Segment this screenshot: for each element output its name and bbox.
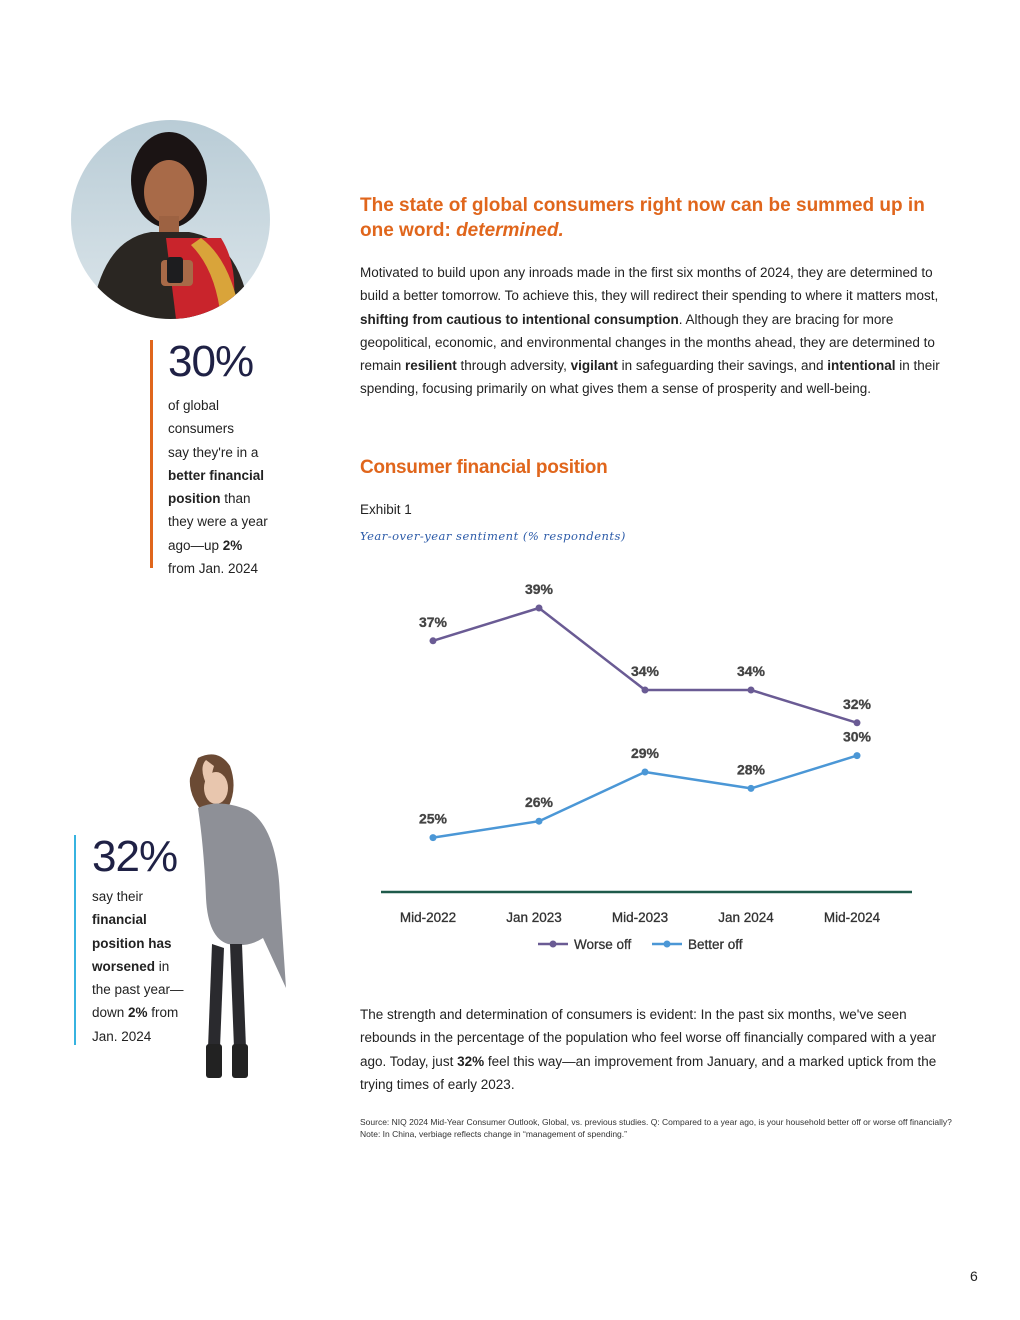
page-number: 6 xyxy=(970,1268,978,1284)
source-note: Source: NIQ 2024 Mid-Year Consumer Outlo… xyxy=(360,1117,952,1139)
data-label-0-4: 32% xyxy=(843,696,872,712)
stat-worse-off-description: say their financial position has worsene… xyxy=(92,889,184,1044)
headline-emphasis: determined. xyxy=(456,220,564,241)
section-title: Consumer financial position xyxy=(360,457,608,478)
legend-label-1: Better off xyxy=(688,937,743,952)
x-tick-label-1: Jan 2023 xyxy=(506,910,562,925)
stat-worse-off-value: 32% xyxy=(92,832,178,881)
data-point-0-0 xyxy=(429,637,437,645)
intro-paragraph: Motivated to build upon any inroads made… xyxy=(360,265,940,397)
exhibit-label: Exhibit 1 xyxy=(360,502,412,517)
data-point-1-3 xyxy=(747,784,755,792)
data-point-1-1 xyxy=(535,817,543,825)
legend-label-0: Worse off xyxy=(574,937,632,952)
headline: The state of global consumers right now … xyxy=(360,195,925,241)
exhibit-subtitle: Year-over-year sentiment (% respondents) xyxy=(360,529,626,543)
data-label-0-1: 39% xyxy=(525,581,554,597)
financial-position-chart: 37% 39% 34% 34% 32% 25% 26% 29% 28% 30% Mid-2022 Ja… xyxy=(370,570,930,970)
x-tick-label-4: Mid-2024 xyxy=(824,910,881,925)
data-point-0-3 xyxy=(747,686,755,694)
data-label-0-2: 34% xyxy=(631,663,660,679)
data-label-1-2: 29% xyxy=(631,745,660,761)
data-point-0-1 xyxy=(535,604,543,612)
stat-worse-off: 32% say their financial position has wor… xyxy=(74,835,206,1045)
x-tick-label-0: Mid-2022 xyxy=(400,910,456,925)
legend-marker-0 xyxy=(549,940,557,948)
data-point-1-2 xyxy=(641,768,649,776)
woman-standing-photo xyxy=(168,748,293,1086)
data-label-0-0: 37% xyxy=(419,614,448,630)
data-label-1-0: 25% xyxy=(419,811,448,827)
data-label-1-4: 30% xyxy=(843,729,872,745)
stat-better-off: 30% of global consumers say they're in a… xyxy=(150,337,293,576)
data-label-0-3: 34% xyxy=(737,663,766,679)
legend-marker-1 xyxy=(663,940,671,948)
series-line-1 xyxy=(432,754,858,839)
data-point-1-4 xyxy=(853,752,861,760)
data-point-0-4 xyxy=(853,719,861,727)
outro-paragraph: The strength and determination of consum… xyxy=(360,1007,937,1092)
data-point-0-2 xyxy=(641,686,649,694)
chart-svg: 37% 39% 34% 34% 32% 25% 26% 29% 28% 30% Mid-2022 Ja… xyxy=(381,581,912,952)
stat-better-off-value: 30% xyxy=(168,337,254,386)
x-tick-label-2: Mid-2023 xyxy=(612,910,668,925)
woman-with-phone-photo xyxy=(71,120,270,319)
data-point-1-0 xyxy=(429,834,437,842)
data-label-1-1: 26% xyxy=(525,794,554,810)
x-tick-label-3: Jan 2024 xyxy=(718,910,774,925)
stat-better-off-description: of global consumers say they're in a bet… xyxy=(168,398,268,577)
data-label-1-3: 28% xyxy=(737,761,766,777)
